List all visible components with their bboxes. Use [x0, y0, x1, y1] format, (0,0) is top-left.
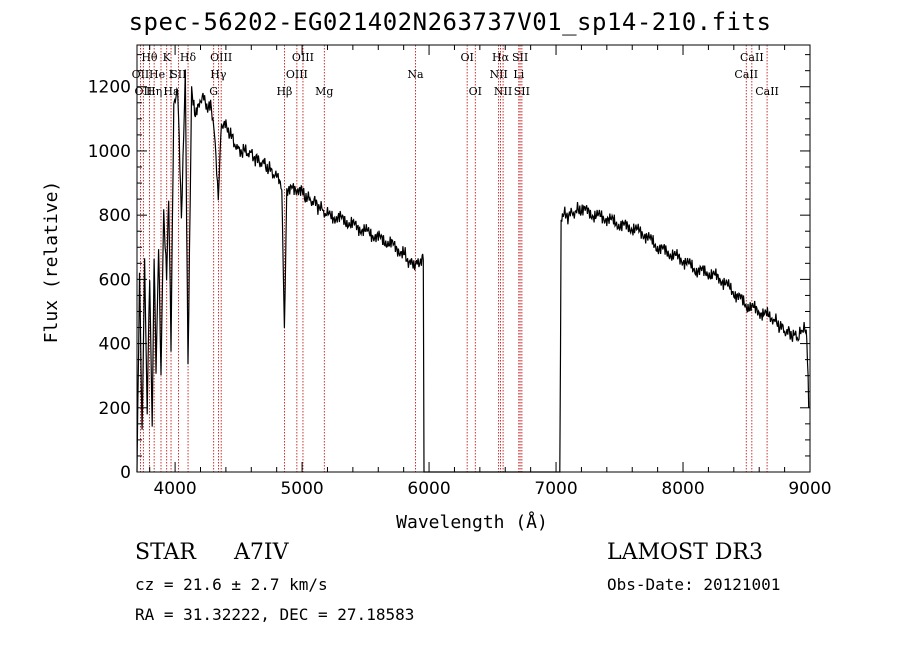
line-label: Mg [315, 85, 333, 98]
line-label: Hδ [180, 51, 197, 64]
plot-frame [136, 44, 811, 473]
line-label: CaII [755, 85, 779, 98]
axis-ticks: 4000 5000 6000 7000 8000 9000 0 200 400 600 800 100… [88, 45, 832, 499]
axes [136, 44, 811, 473]
x-axis-label: Wavelength (Å) [396, 511, 548, 533]
line-label: SII [514, 85, 530, 98]
line-label: Hε [163, 85, 179, 98]
y-tick-label: 800 [99, 206, 131, 226]
cz-value: cz = 21.6 ± 2.7 km/s [135, 575, 328, 594]
object-info: STAR A7IV [135, 540, 288, 565]
line-label: K [163, 51, 172, 64]
line-label: OIII [210, 51, 232, 64]
line-label: He I [149, 68, 173, 81]
y-tick-label: 400 [99, 335, 131, 355]
line-label: OII [132, 68, 150, 81]
chart-title: spec-56202-EG021402N263737V01_sp14-210.f… [128, 8, 772, 36]
line-label: OI [469, 85, 482, 98]
x-tick-label: 7000 [534, 479, 577, 499]
y-tick-label: 600 [99, 270, 131, 290]
line-label: CaII [740, 51, 764, 64]
coordinates: RA = 31.32222, DEC = 27.18583 [135, 605, 415, 624]
line-label: Hβ [276, 85, 292, 98]
line-label: Li [513, 68, 524, 81]
y-tick-label: 1000 [88, 142, 131, 162]
line-label: Hα [492, 51, 510, 64]
x-tick-label: 5000 [280, 479, 323, 499]
y-tick-label: 0 [120, 463, 131, 483]
line-label: OIII [292, 51, 314, 64]
line-label: CaII [734, 68, 758, 81]
survey-name: LAMOST DR3 [607, 540, 763, 565]
line-label: OII [134, 85, 152, 98]
y-tick-label: 1200 [88, 78, 131, 98]
x-tick-label: 8000 [661, 479, 704, 499]
obs-date: Obs-Date: 20121001 [607, 575, 781, 594]
line-label: Hθ [141, 51, 158, 64]
x-tick-label: 6000 [407, 479, 450, 499]
y-tick-label: 200 [99, 399, 131, 419]
line-label: OI [460, 51, 473, 64]
line-label: G [209, 85, 218, 98]
object-subclass: A7IV [234, 540, 289, 565]
line-label: OIII [286, 68, 308, 81]
x-tick-label: 4000 [153, 479, 196, 499]
line-label: SII [170, 68, 186, 81]
line-label: Na [407, 68, 424, 81]
line-label: NII [494, 85, 512, 98]
line-label: NII [489, 68, 507, 81]
line-labels: OII OII Hθ Hη He I K Hε SII Hδ G Hγ OIII Hβ OIII OIII M… [132, 51, 779, 98]
y-axis-label: Flux (relative) [41, 181, 62, 344]
object-type: STAR [135, 540, 196, 565]
line-label: Hγ [210, 68, 227, 81]
line-label: Hη [146, 85, 162, 98]
x-tick-label: 9000 [788, 479, 831, 499]
line-markers [140, 45, 768, 472]
line-label: SII [512, 51, 528, 64]
spectrum-line [136, 69, 810, 473]
